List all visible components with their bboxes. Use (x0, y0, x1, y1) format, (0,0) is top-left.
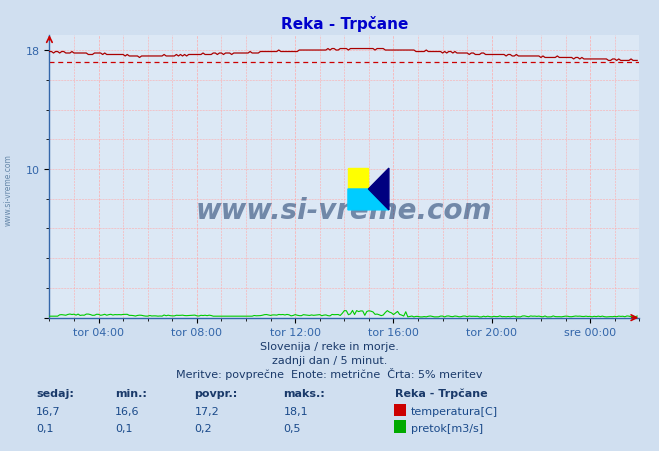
Text: 16,7: 16,7 (36, 406, 61, 416)
Text: maks.:: maks.: (283, 388, 325, 398)
Text: Slovenija / reke in morje.: Slovenija / reke in morje. (260, 341, 399, 351)
Text: 0,5: 0,5 (283, 423, 301, 433)
Bar (348, 169, 368, 189)
Text: 18,1: 18,1 (283, 406, 308, 416)
Text: www.si-vreme.com: www.si-vreme.com (196, 197, 492, 225)
Text: www.si-vreme.com: www.si-vreme.com (4, 153, 13, 226)
Text: 17,2: 17,2 (194, 406, 219, 416)
Text: sedaj:: sedaj: (36, 388, 74, 398)
Text: min.:: min.: (115, 388, 147, 398)
Text: pretok[m3/s]: pretok[m3/s] (411, 423, 483, 433)
Polygon shape (368, 169, 389, 210)
Text: Meritve: povprečne  Enote: metrične  Črta: 5% meritev: Meritve: povprečne Enote: metrične Črta:… (176, 368, 483, 379)
Text: 0,1: 0,1 (36, 423, 54, 433)
Title: Reka - Trpčane: Reka - Trpčane (281, 16, 408, 32)
Text: 0,2: 0,2 (194, 423, 212, 433)
Text: 0,1: 0,1 (115, 423, 133, 433)
Text: zadnji dan / 5 minut.: zadnji dan / 5 minut. (272, 355, 387, 365)
Text: Reka - Trpčane: Reka - Trpčane (395, 387, 488, 398)
Text: povpr.:: povpr.: (194, 388, 238, 398)
Polygon shape (348, 189, 389, 210)
Text: temperatura[C]: temperatura[C] (411, 406, 498, 416)
Text: 16,6: 16,6 (115, 406, 140, 416)
